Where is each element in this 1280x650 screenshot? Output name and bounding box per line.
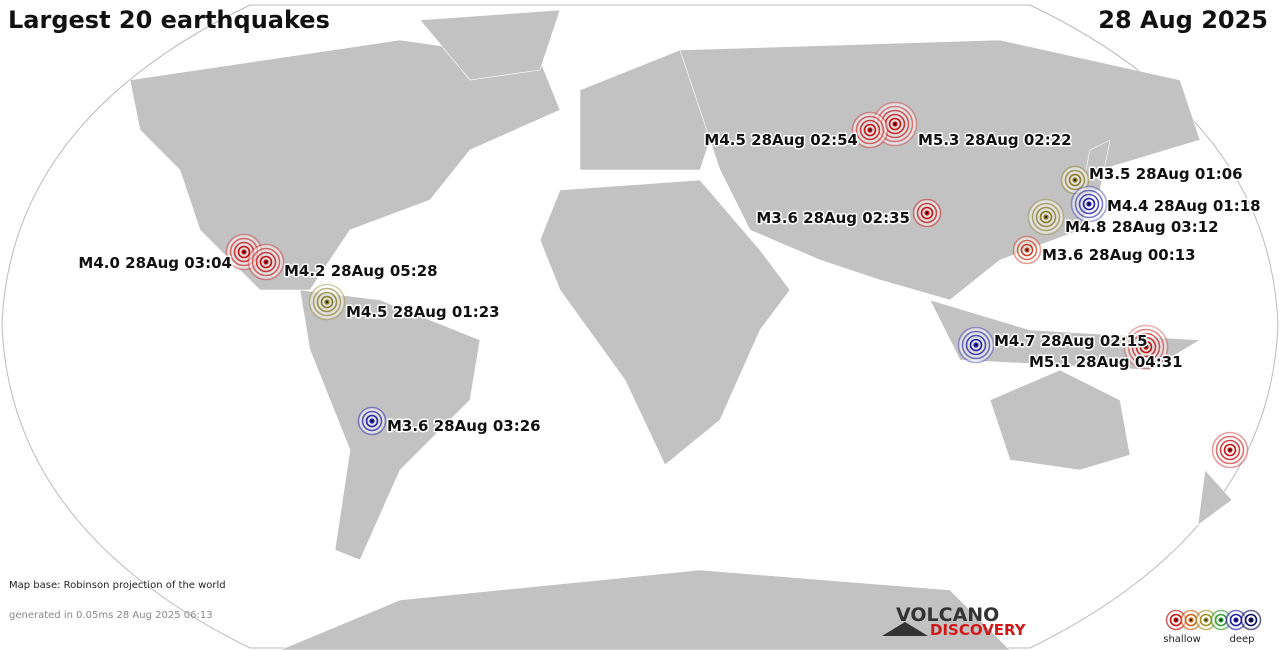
generated-note: generated in 0.05ms 28 Aug 2025 06:13 [9,610,213,621]
logo-line2: DISCOVERY [930,621,1027,639]
logo-line1: VOLCANO [896,604,999,626]
marker-ring [1233,617,1239,623]
marker-ring [255,251,277,273]
marker-ring [324,299,330,305]
logo: VOLCANO DISCOVERY [882,604,1027,639]
quake-marker [1240,609,1262,631]
title: Largest 20 earthquakes [8,6,330,34]
quake-marker [957,326,995,364]
marker-ring [259,255,273,269]
marker-ring [1064,169,1086,191]
marker-ring [924,210,930,216]
marker-ring [1248,617,1254,623]
quake-marker [1211,431,1249,469]
marker-ring [312,287,342,317]
marker-ring [1223,443,1237,457]
marker-ring [369,418,375,424]
legend: shallow deep [1163,609,1262,645]
legend-shallow: shallow [1163,634,1201,645]
marker-ring [859,119,881,141]
marker-ring [867,127,873,133]
quake-marker [1225,609,1247,631]
quake-marker [1027,198,1065,236]
marker-ring [1131,332,1161,362]
quake-label: M5.1 28Aug 04:31 [1029,353,1183,371]
marker-ring [1173,617,1179,623]
marker-ring [1082,197,1096,211]
marker-ring [855,115,885,145]
marker-ring [1043,214,1049,220]
marker-ring [237,245,251,259]
marker-ring [1035,206,1057,228]
quake-label: M4.5 28Aug 02:54 [704,131,858,149]
quake-marker [247,243,285,281]
marker-ring [365,414,379,428]
quake-label: M3.6 28Aug 02:35 [756,209,910,227]
marker-ring [263,259,269,265]
marker-ring [1039,210,1053,224]
marker-ring [892,121,898,127]
marker-ring [1135,336,1157,358]
marker-ring [1016,239,1038,261]
date: 28 Aug 2025 [1098,6,1268,34]
marker-ring [961,330,991,360]
marker-ring [1218,617,1224,623]
quake-label: M3.6 28Aug 03:26 [387,417,541,435]
marker-ring [320,295,334,309]
quake-label: M4.2 28Aug 05:28 [284,262,438,280]
marker-ring [965,334,987,356]
map-base-note: Map base: Robinson projection of the wor… [9,580,226,591]
quake-label: M4.8 28Aug 03:12 [1065,218,1219,236]
marker-ring [241,249,247,255]
marker-ring [920,206,934,220]
marker-ring [1188,617,1194,623]
marker-ring [1020,243,1034,257]
marker-ring [1143,344,1149,350]
land [129,9,1233,650]
quake-marker [1070,185,1108,223]
quake-marker [1210,609,1232,631]
marker-ring [916,202,938,224]
labels: M5.3 28Aug 02:22 M4.5 28Aug 02:54 M3.5 2… [77,130,1262,437]
marker-ring [1215,435,1245,465]
legend-deep: deep [1230,634,1255,645]
marker-ring [1074,189,1104,219]
marker-ring [1219,439,1241,461]
marker-ring [888,117,902,131]
marker-ring [1227,447,1233,453]
marker-ring [1078,193,1100,215]
quake-marker [308,283,346,321]
markers [225,101,1249,469]
quake-label: M3.5 28Aug 01:06 [1089,165,1243,183]
marker-ring [969,338,983,352]
marker-ring [863,123,877,137]
marker-ring [1068,173,1082,187]
quake-marker [851,111,889,149]
quake-label: M4.5 28Aug 01:23 [346,303,500,321]
marker-ring [251,247,281,277]
marker-ring [1072,177,1078,183]
quake-label: M4.4 28Aug 01:18 [1107,197,1261,215]
quake-label: M5.3 28Aug 02:22 [918,131,1072,149]
quake-marker [912,198,942,228]
quake-marker [1123,324,1169,370]
marker-ring [1244,613,1258,627]
marker-ring [361,410,383,432]
quake-label: M3.6 28Aug 00:13 [1042,246,1196,264]
marker-ring [1127,328,1165,366]
marker-ring [1203,617,1209,623]
marker-ring [1024,247,1030,253]
marker-ring [973,342,979,348]
quake-marker [1012,235,1042,265]
marker-ring [1086,201,1092,207]
marker-ring [316,291,338,313]
marker-ring [1031,202,1061,232]
marker-ring [1139,340,1153,354]
quake-label: M4.0 28Aug 03:04 [78,254,232,272]
quake-label: M4.7 28Aug 02:15 [994,332,1148,350]
quake-marker [357,406,387,436]
